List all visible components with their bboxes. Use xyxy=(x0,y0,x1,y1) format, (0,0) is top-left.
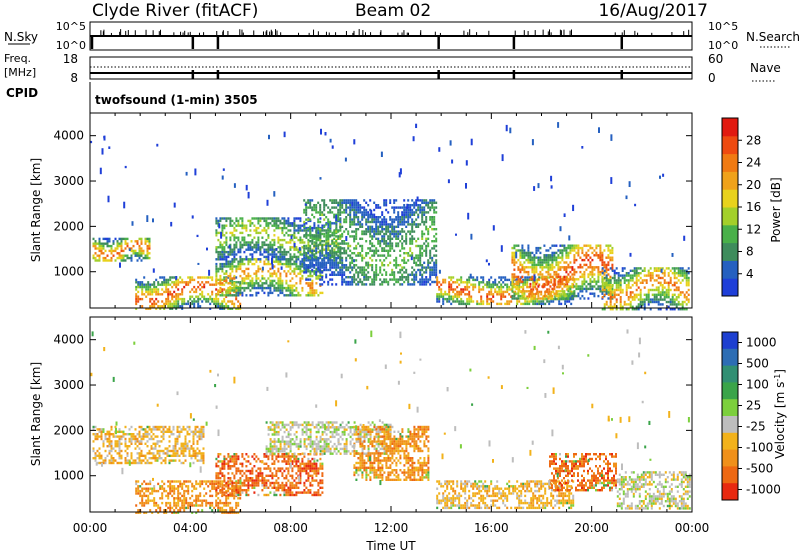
power-colorbar-segment xyxy=(722,224,738,244)
scatter-echoes xyxy=(90,122,686,282)
echo-region-8 xyxy=(601,267,690,311)
velocity-panel: 1000 2000 3000 4000 Slant Range [km] xyxy=(29,316,693,514)
velocity-colorbar-tick: 1000 xyxy=(746,336,777,350)
echo-region-3 xyxy=(215,258,324,297)
echo-region-1 xyxy=(92,237,151,262)
echo-region-5 xyxy=(303,199,438,286)
velocity-colorbar-tick: -25 xyxy=(746,420,766,434)
ytick-label: 1000 xyxy=(53,469,84,483)
ytick-label: 1000 xyxy=(53,265,84,279)
velocity-colorbar-segment xyxy=(722,466,738,484)
x-axis-label: Time UT xyxy=(365,539,416,553)
power-colorbar-segment xyxy=(722,153,738,172)
power-ylabel: Slant Range [km] xyxy=(29,158,43,262)
power-colorbar-label: Power [dB] xyxy=(769,177,783,242)
velocity-colorbar-segment xyxy=(722,348,738,367)
velocity-colorbar-segment xyxy=(722,483,738,501)
nave-tick-bottom: 0 xyxy=(708,71,716,85)
sky-right-label: N.Search xyxy=(746,30,800,44)
power-colorbar-tick: 20 xyxy=(746,178,761,192)
xtick-label: 04:00 xyxy=(173,521,208,535)
sky-tick-top: 10^5 xyxy=(56,20,86,33)
velocity-colorbar-tick: 500 xyxy=(746,357,769,371)
power-colorbar-segment xyxy=(722,189,738,208)
echo-region-7 xyxy=(549,453,617,492)
sky-tick-bottom: 10^0 xyxy=(56,39,86,52)
velocity-colorbar-segment xyxy=(722,449,738,467)
velocity-colorbar: 1000 500 100 25 -25 -100 -500 -1000 Velocity [m… xyxy=(721,331,787,501)
scatter-echoes xyxy=(90,329,690,486)
power-colorbar-tick: 4 xyxy=(746,267,754,281)
echo-region-6 xyxy=(436,480,575,510)
power-colorbar-tick: 16 xyxy=(746,200,761,214)
power-colorbar-segment xyxy=(722,135,738,155)
ytick-label: 3000 xyxy=(53,174,84,188)
power-colorbar-segment xyxy=(722,278,738,297)
xtick-label: 20:00 xyxy=(574,521,609,535)
xtick-label: 00:00 xyxy=(73,521,108,535)
freq-label-1: Freq. xyxy=(4,52,31,65)
power-colorbar-segment xyxy=(722,118,738,137)
station-title: Clyde River (fitACF) xyxy=(92,1,258,21)
date-title: 16/Aug/2017 xyxy=(598,1,708,21)
echo-region-6 xyxy=(436,276,575,306)
freq-label-2: [MHz] xyxy=(4,66,36,79)
power-colorbar-tick: 8 xyxy=(746,245,754,259)
sky-tick-top-right: 10^5 xyxy=(708,20,738,33)
velocity-colorbar-tick: 25 xyxy=(746,399,761,413)
power-colorbar-segment xyxy=(722,260,738,279)
echo-region-1 xyxy=(92,425,205,465)
sky-panel: N.Sky 10^5 10^0 10^5 10^0 N.Search xyxy=(4,20,800,52)
power-panel: 1000 2000 3000 4000 Slant Range [km] xyxy=(29,112,693,311)
velocity-ylabel: Slant Range [km] xyxy=(29,362,43,466)
beam-title: Beam 02 xyxy=(355,1,431,21)
velocity-colorbar-tick: 100 xyxy=(746,378,769,392)
ytick-label: 4000 xyxy=(53,333,84,347)
power-colorbar-tick: 24 xyxy=(746,156,761,170)
velocity-colorbar-segment xyxy=(722,399,738,417)
xtick-label: 00:00 xyxy=(675,521,710,535)
echo-region-8 xyxy=(616,471,691,510)
velocity-colorbar-tick: -500 xyxy=(746,462,773,476)
velocity-colorbar-label: Velocity [m s-1] xyxy=(773,369,787,459)
power-colorbar-segment xyxy=(722,242,738,261)
power-colorbar-tick: 28 xyxy=(746,133,761,147)
cpid-value: twofsound (1-min) 3505 xyxy=(95,93,258,107)
ytick-label: 3000 xyxy=(53,378,84,392)
velocity-colorbar-segment xyxy=(722,432,738,451)
xtick-label: 16:00 xyxy=(474,521,509,535)
cpid-label: CPID xyxy=(6,86,38,100)
power-colorbar-tick: 12 xyxy=(746,222,761,236)
freq-tick-bottom: 8 xyxy=(70,71,78,85)
power-colorbar: 4 8 12 16 20 24 28 Power [dB] xyxy=(721,117,783,297)
velocity-colorbar-segment xyxy=(722,416,738,434)
xtick-label: 12:00 xyxy=(374,521,409,535)
freq-panel: Freq. [MHz] 18 8 60 0 Nave xyxy=(4,52,781,85)
freq-tick-top: 18 xyxy=(63,52,78,66)
cpid-row: CPID twofsound (1-min) 3505 xyxy=(6,82,258,113)
velocity-colorbar-segment xyxy=(722,332,738,350)
velocity-colorbar-segment xyxy=(722,365,738,383)
velocity-colorbar-tick: -100 xyxy=(746,441,773,455)
power-colorbar-segment xyxy=(722,207,738,226)
nave-tick-top: 60 xyxy=(708,52,723,66)
power-colorbar-segment xyxy=(722,171,738,190)
sky-tick-bottom-right: 10^0 xyxy=(708,39,738,52)
velocity-colorbar-segment xyxy=(722,382,738,400)
ytick-label: 4000 xyxy=(53,129,84,143)
echo-region-5 xyxy=(353,425,430,481)
xtick-label: 08:00 xyxy=(273,521,308,535)
ytick-label: 2000 xyxy=(53,219,84,233)
sky-left-label: N.Sky xyxy=(4,30,38,44)
ytick-label: 2000 xyxy=(53,423,84,437)
velocity-colorbar-tick: -1000 xyxy=(746,483,781,497)
nave-label: Nave xyxy=(750,61,781,75)
